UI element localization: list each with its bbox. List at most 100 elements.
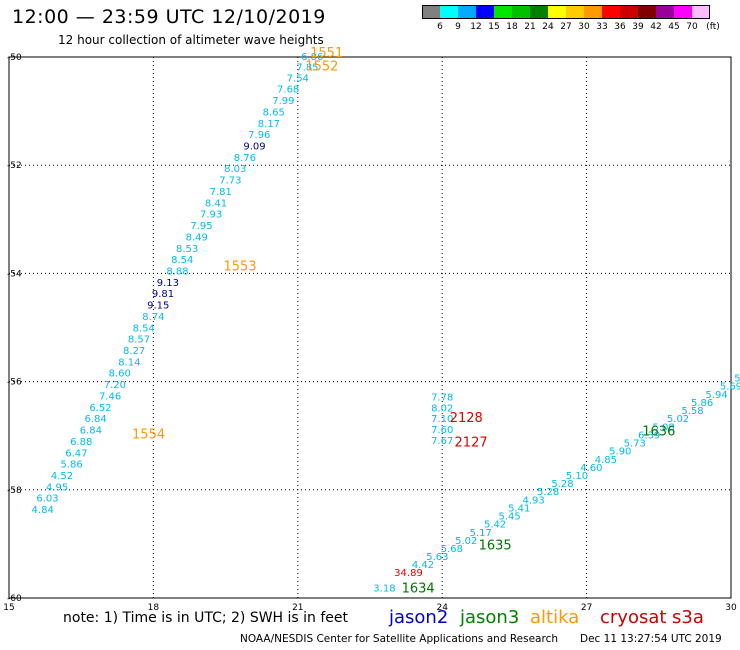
satellite-name: jason3 [460, 607, 520, 628]
wave-height-value: 7.95 [190, 221, 212, 232]
wave-height-value: 9.09 [243, 142, 265, 153]
wave-height-value: 5.45 [498, 512, 520, 523]
y-tick-label: -56 [7, 378, 22, 388]
legend-swatch [566, 5, 584, 19]
wave-height-value: 8.74 [142, 312, 164, 323]
legend-swatch [584, 5, 602, 19]
wave-height-value: 5.58 [681, 406, 703, 417]
pass-time-label: 1636 [642, 425, 675, 440]
legend-label: 18 [506, 22, 518, 32]
wave-height-value: 7.96 [248, 130, 270, 141]
satellite-name: s3a [672, 607, 704, 628]
legend-label: 45 [668, 22, 680, 32]
wave-height-value: 5.90 [609, 447, 631, 458]
footer-timestamp: Dec 11 13:27:54 UTC 2019 [580, 633, 722, 645]
wave-height-value: 5.54 [734, 374, 740, 385]
satellite-name: altika [530, 607, 580, 628]
legend-label: 33 [596, 22, 608, 32]
wave-height-value: 7.46 [99, 391, 121, 402]
wave-height-value: 8.65 [263, 107, 285, 118]
wave-height-value: 5.17 [470, 528, 492, 539]
pass-time-label: 1552 [305, 60, 338, 75]
wave-height-value: 4.95 [46, 482, 68, 493]
wave-height-value: 7.10 [431, 414, 453, 425]
wave-height-value: 8.03 [224, 164, 246, 175]
legend-swatch [476, 5, 494, 19]
wave-height-value: 5.02 [667, 414, 689, 425]
legend-label: 39 [632, 22, 644, 32]
wave-height-value: 5.10 [566, 471, 588, 482]
wave-height-value: 6.39 [638, 430, 660, 441]
pass-time-label: 1634 [402, 582, 435, 597]
legend-label: 21 [524, 22, 536, 32]
y-tick-label: -52 [7, 161, 22, 171]
wave-height-value: 5.41 [508, 503, 530, 514]
pass-time-label: 1554 [132, 427, 165, 442]
wave-height-value: 8.49 [186, 232, 208, 243]
wave-height-value: 8.41 [205, 198, 227, 209]
wave-height-value: 34.89 [394, 568, 423, 579]
wave-height-value: 8.17 [258, 119, 280, 130]
x-tick-label: 30 [725, 603, 737, 613]
note-text: note: 1) Time is in UTC; 2) SWH is in fe… [63, 610, 349, 626]
y-tick-label: -50 [7, 53, 22, 63]
wave-height-value: 4.60 [580, 463, 602, 474]
wave-height-value: 8.27 [123, 346, 145, 357]
wave-height-value: 5.86 [60, 460, 82, 471]
legend-label: 15 [488, 22, 500, 32]
legend-swatch [548, 5, 566, 19]
wave-height-value: 4.84 [32, 505, 54, 516]
wave-height-value: 6.52 [89, 403, 111, 414]
legend-swatch [530, 5, 548, 19]
legend-swatch [512, 5, 530, 19]
wave-height-value: 5.63 [426, 552, 448, 563]
y-tick-label: -58 [7, 486, 22, 496]
wave-height-value: 7.73 [219, 176, 241, 187]
legend-border [422, 5, 710, 19]
legend-swatch [458, 5, 476, 19]
pass-time-label: 2127 [455, 436, 488, 451]
legend-unit: (ft) [706, 22, 720, 32]
wave-height-value: 6.03 [36, 494, 58, 505]
legend-swatch [422, 5, 440, 19]
legend-swatch [638, 5, 656, 19]
pass-time-label: 1551 [310, 46, 343, 61]
wave-height-value: 5.69 [720, 382, 740, 393]
x-tick-label: 24 [436, 603, 448, 613]
legend-label: 6 [437, 22, 443, 32]
wave-height-value: 5.86 [691, 398, 713, 409]
footer-credit: NOAA/NESDIS Center for Satellite Applica… [240, 633, 558, 645]
x-tick-label: 15 [3, 603, 14, 613]
wave-height-value: 9.15 [147, 301, 169, 312]
y-tick-label: -60 [7, 594, 22, 604]
legend-label: 30 [578, 22, 590, 32]
wave-height-value: 7.60 [431, 425, 453, 436]
legend-swatch [602, 5, 620, 19]
wave-height-value: 4.52 [51, 471, 73, 482]
wave-height-value: 7.20 [104, 380, 126, 391]
wave-height-value: 8.88 [166, 266, 188, 277]
legend-swatch [674, 5, 692, 19]
wave-height-value: 7.68 [277, 85, 299, 96]
x-tick-label: 18 [148, 603, 160, 613]
page-subtitle: 12 hour collection of altimeter wave hei… [58, 33, 324, 47]
wave-height-value: 8.54 [171, 255, 193, 266]
legend-label: 36 [614, 22, 626, 32]
wave-height-value: 5.68 [441, 544, 463, 555]
wave-height-value: 7.54 [287, 73, 309, 84]
wave-height-value: 5.73 [624, 439, 646, 450]
legend-swatch [620, 5, 638, 19]
x-tick-label: 27 [581, 603, 592, 613]
wave-height-value: 5.28 [551, 479, 573, 490]
wave-height-value: 8.76 [234, 153, 256, 164]
wave-height-value: 5.42 [484, 520, 506, 531]
legend-label: 27 [560, 22, 572, 32]
wave-height-value: 4.93 [523, 495, 545, 506]
wave-height-value: 6.47 [65, 448, 87, 459]
legend-swatch [494, 5, 512, 19]
wave-height-value: 8.57 [128, 335, 150, 346]
wave-height-value: 8.02 [431, 403, 453, 414]
page-title: 12:00 — 23:59 UTC 12/10/2019 [12, 6, 326, 28]
wave-height-value: 4.42 [412, 560, 434, 571]
